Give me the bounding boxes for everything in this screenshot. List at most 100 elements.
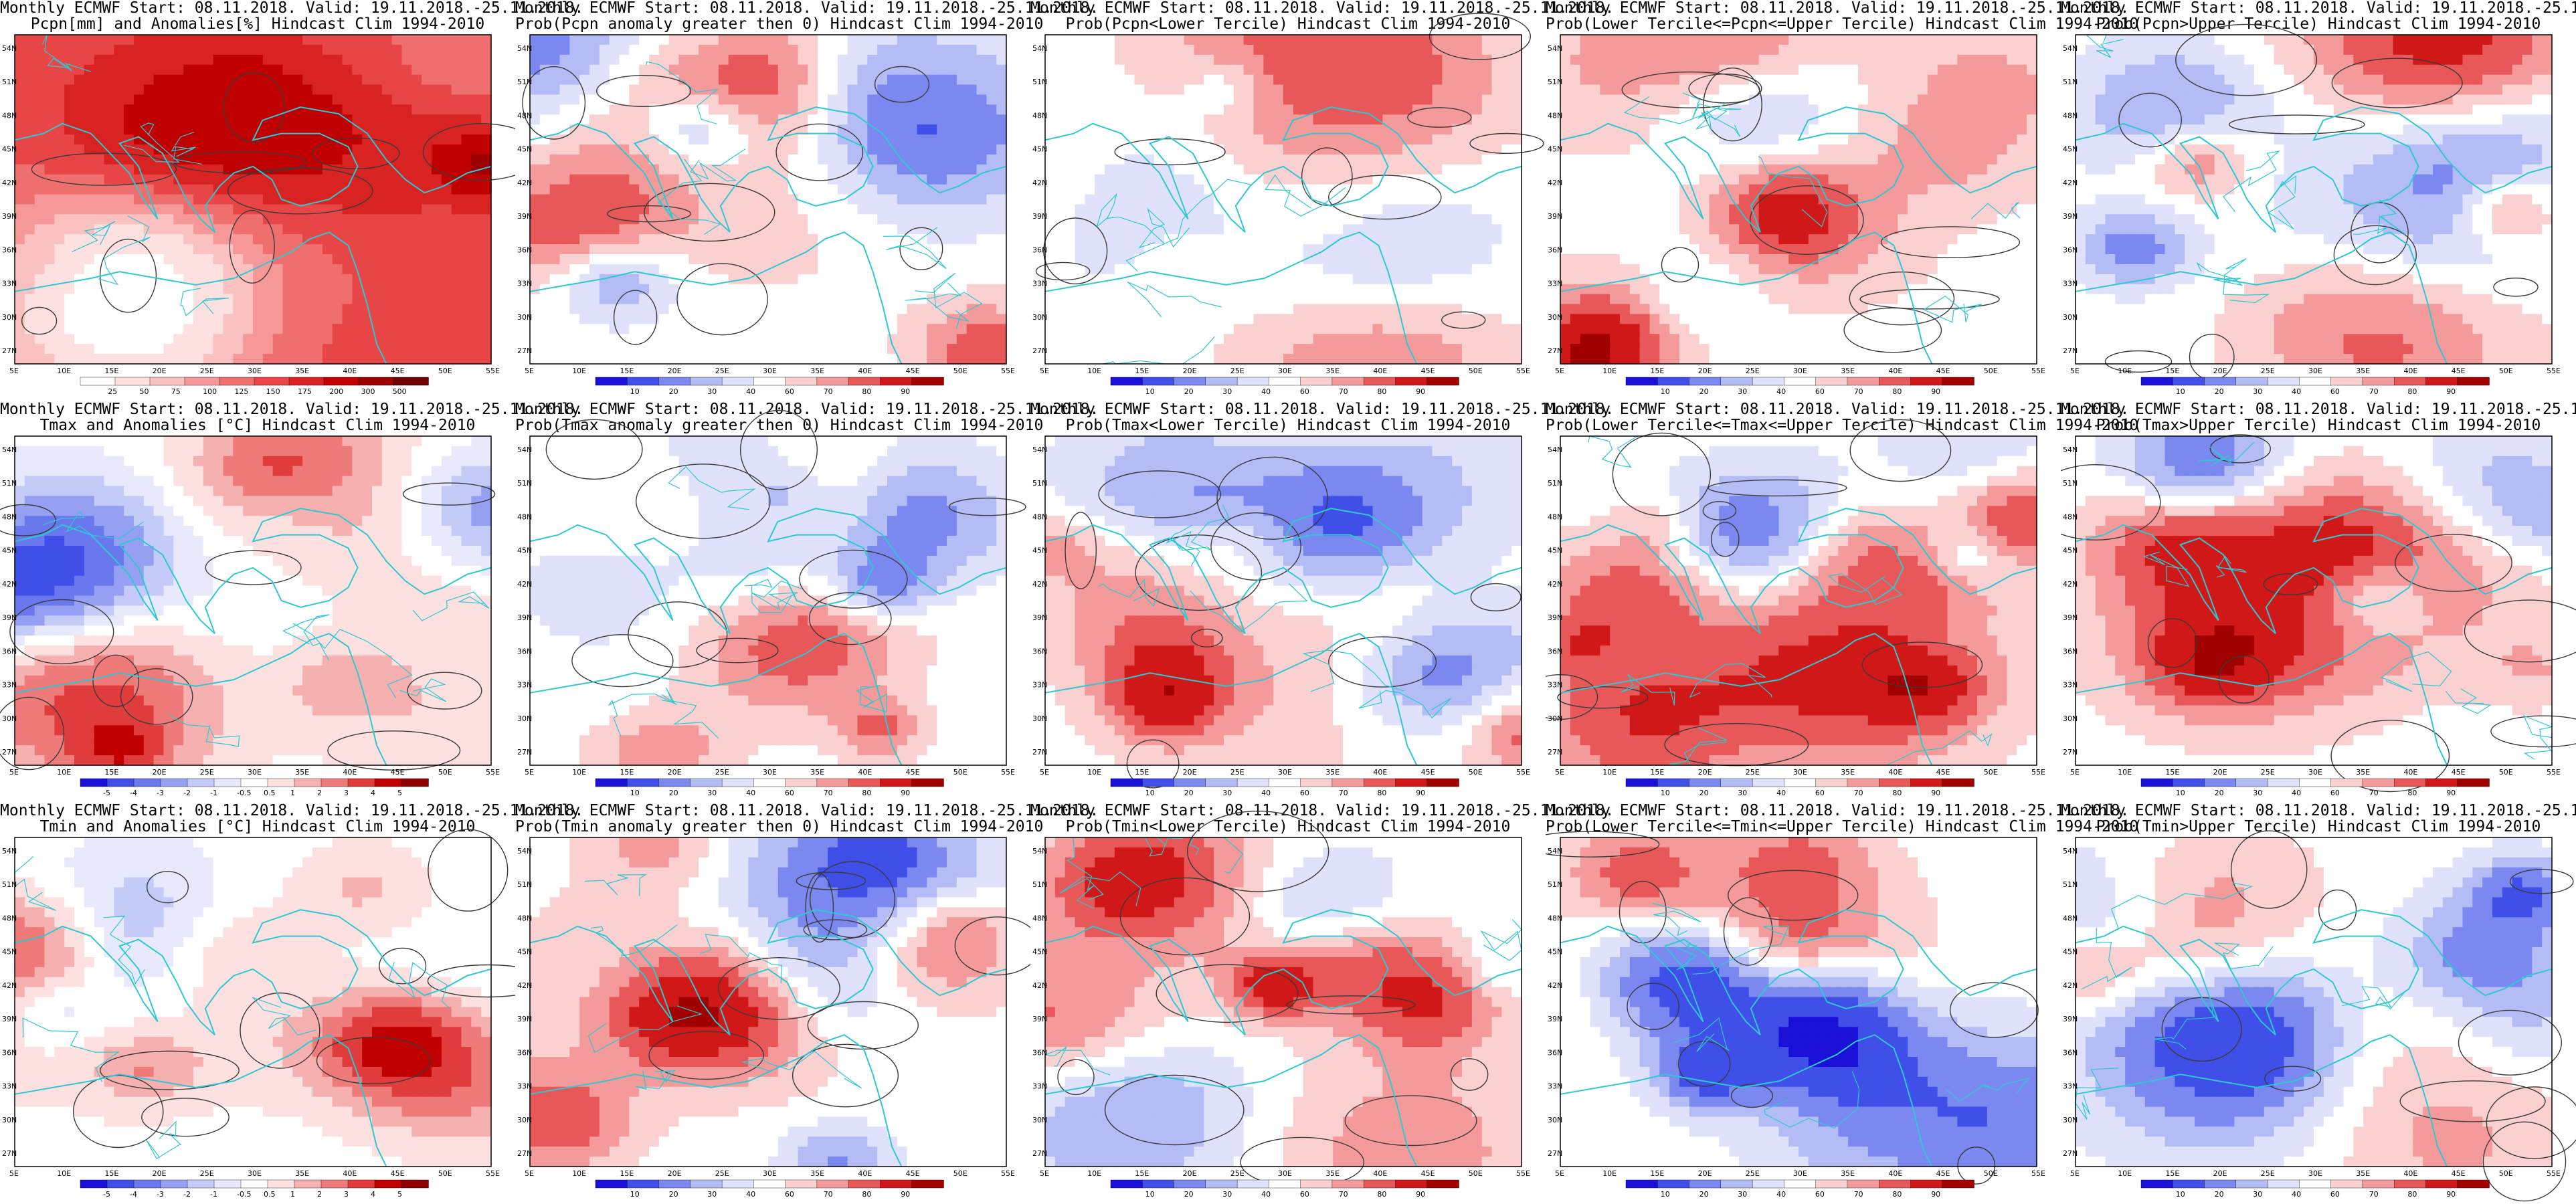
colorbar-swatch bbox=[1395, 377, 1428, 386]
lon-tick-label: 5E bbox=[525, 768, 534, 777]
lat-tick-label: 33N bbox=[2063, 681, 2078, 690]
colorbar-swatch bbox=[690, 778, 723, 787]
colorbar-label: 80 bbox=[1892, 387, 1902, 396]
lon-tick-label: 15E bbox=[620, 367, 634, 375]
lat-tick-label: 51N bbox=[2, 78, 17, 86]
colorbar-swatch bbox=[2204, 1179, 2237, 1189]
colorbar: 10 20 30 40 60 70 80 90 bbox=[595, 778, 944, 797]
colorbar-swatch bbox=[1879, 1179, 1912, 1189]
colorbar-swatch bbox=[1236, 377, 1270, 386]
coastline-layer bbox=[2075, 34, 2553, 365]
colorbar-label: 40 bbox=[1261, 1190, 1271, 1199]
lat-tick-label: 54N bbox=[1548, 847, 1562, 856]
colorbar-swatch bbox=[374, 1179, 402, 1189]
colorbar-label: 175 bbox=[298, 387, 312, 396]
lon-tick-label: 20E bbox=[668, 1169, 682, 1178]
lat-tick-label: 45N bbox=[1032, 948, 1047, 957]
lat-tick-label: 36N bbox=[1032, 245, 1047, 254]
lat-tick-label: 39N bbox=[517, 212, 532, 221]
lat-tick-label: 42N bbox=[1032, 179, 1047, 187]
colorbar-swatch bbox=[1269, 778, 1301, 787]
colorbar-label: 30 bbox=[2253, 789, 2262, 797]
colorbar-label: 80 bbox=[1892, 789, 1902, 797]
lat-tick-label: 45N bbox=[2, 546, 17, 555]
colorbar-swatch bbox=[1625, 377, 1658, 386]
lon-tick-label: 10E bbox=[572, 367, 586, 375]
lon-tick-label: 5E bbox=[1555, 1169, 1564, 1178]
lon-tick-label: 10E bbox=[1602, 367, 1617, 375]
panel-title-line2: Prob(Tmin>Upper Tercile) Hindcast Clim 1… bbox=[2061, 819, 2576, 835]
colorbar-swatch bbox=[1364, 377, 1396, 386]
lat-tick-label: 36N bbox=[2, 647, 17, 656]
lat-tick-label: 30N bbox=[2063, 1116, 2078, 1124]
lon-tick-label: 35E bbox=[1325, 768, 1340, 777]
colorbar-swatch bbox=[2267, 377, 2300, 386]
colorbar-swatch bbox=[267, 1179, 295, 1189]
colorbar-label: 60 bbox=[785, 387, 794, 396]
colorbar-label: 80 bbox=[2407, 789, 2417, 797]
lat-tick-label: 42N bbox=[2, 981, 17, 990]
lat-tick-label: 51N bbox=[517, 479, 532, 488]
lon-tick-label: 55E bbox=[1001, 367, 1015, 375]
contour-layer bbox=[545, 409, 1026, 688]
forecast-panel: Monthly ECMWF Start: 08.11.2018. Valid: … bbox=[0, 0, 583, 401]
lon-tick-label: 5E bbox=[525, 1169, 534, 1178]
lon-tick-label: 30E bbox=[1278, 768, 1292, 777]
field-layer bbox=[2076, 837, 2553, 1167]
colorbar-label: 10 bbox=[1661, 789, 1670, 797]
colorbar-label: 10 bbox=[630, 789, 640, 797]
field-layer bbox=[1560, 35, 2037, 365]
colorbar-label: 90 bbox=[1931, 1190, 1940, 1199]
lon-tick-label: 10E bbox=[2118, 768, 2132, 777]
lat-tick-label: 48N bbox=[2, 111, 17, 120]
lon-tick-label: 55E bbox=[486, 1169, 500, 1178]
colorbar-label: 3 bbox=[344, 789, 349, 797]
colorbar-swatch bbox=[2267, 778, 2300, 787]
colorbar-swatch bbox=[2173, 778, 2205, 787]
lat-tick-label: 48N bbox=[517, 914, 532, 922]
lat-tick-label: 54N bbox=[2, 847, 17, 856]
colorbar: 10 20 30 40 60 70 80 90 bbox=[1625, 778, 1974, 797]
colorbar-swatch bbox=[2267, 1179, 2300, 1189]
colorbar-swatch bbox=[1236, 778, 1270, 787]
lat-tick-label: 51N bbox=[2063, 479, 2078, 488]
colorbar-swatch bbox=[1720, 377, 1753, 386]
colorbar-swatch bbox=[911, 1179, 944, 1189]
lat-tick-label: 54N bbox=[517, 445, 532, 454]
colorbar-swatch bbox=[2173, 377, 2205, 386]
lat-tick-label: 36N bbox=[517, 647, 532, 656]
lon-tick-label: 55E bbox=[2031, 768, 2045, 777]
field-layer bbox=[2076, 35, 2553, 365]
colorbar-swatch bbox=[80, 778, 108, 787]
colorbar-label: 90 bbox=[901, 1190, 910, 1199]
lat-tick-label: 27N bbox=[1032, 748, 1047, 757]
colorbar-label: -0.5 bbox=[237, 789, 251, 797]
colorbar-swatch bbox=[133, 778, 161, 787]
panel-title-line2: Tmax and Anomalies [°C] Hindcast Clim 19… bbox=[0, 417, 515, 433]
lon-tick-label: 5E bbox=[1040, 1169, 1049, 1178]
colorbar-label: 70 bbox=[1854, 1190, 1863, 1199]
colorbar-label: 30 bbox=[707, 1190, 717, 1199]
lat-tick-label: 45N bbox=[1548, 546, 1562, 555]
panel-title-line2: Prob(Pcpn<Lower Tercile) Hindcast Clim 1… bbox=[1030, 16, 1546, 32]
colorbar-label: 30 bbox=[2253, 387, 2262, 396]
colorbar-swatch bbox=[911, 778, 944, 787]
lon-tick-label: 35E bbox=[810, 768, 824, 777]
lon-tick-label: 55E bbox=[486, 768, 500, 777]
lon-tick-label: 25E bbox=[1746, 768, 1760, 777]
colorbar-label: 80 bbox=[1377, 387, 1386, 396]
lat-tick-label: 33N bbox=[2, 1082, 17, 1091]
lon-tick-label: 45E bbox=[391, 1169, 405, 1178]
forecast-panel: Monthly ECMWF Start: 08.11.2018. Valid: … bbox=[0, 803, 583, 1204]
map-frame bbox=[2075, 837, 2553, 1167]
lat-tick-label: 36N bbox=[2063, 245, 2078, 254]
colorbar-label: 60 bbox=[1300, 789, 1309, 797]
field-layer bbox=[15, 436, 492, 766]
lat-tick-label: 39N bbox=[1032, 613, 1047, 622]
lat-tick-label: 48N bbox=[517, 512, 532, 521]
lon-tick-label: 25E bbox=[2261, 367, 2275, 375]
colorbar-label: 40 bbox=[746, 789, 755, 797]
colorbar-label: 60 bbox=[2330, 387, 2340, 396]
